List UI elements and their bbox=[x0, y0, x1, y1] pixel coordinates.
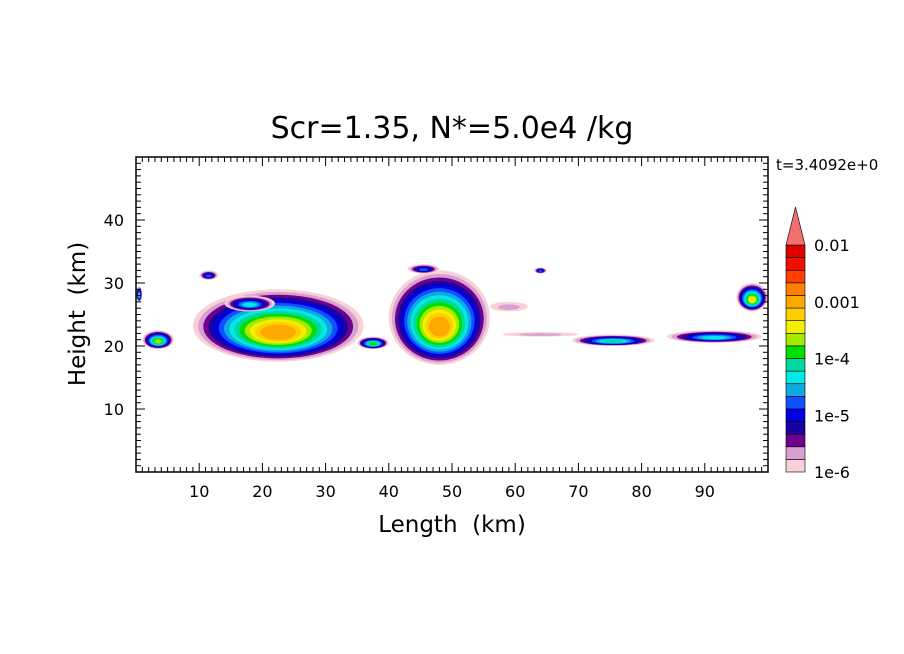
contour-feature bbox=[357, 336, 389, 350]
colorbar-tick-label: 1e-6 bbox=[814, 463, 850, 482]
colorbar-segment bbox=[785, 244, 806, 258]
contour-level bbox=[154, 339, 162, 344]
colorbar-segment bbox=[785, 269, 806, 284]
contour-level bbox=[428, 316, 451, 337]
colorbar-segment bbox=[785, 396, 806, 410]
chart-title: Scr=1.35, N*=5.0e4 /kg bbox=[271, 111, 634, 146]
colorbar-segment bbox=[785, 257, 806, 271]
contour-level bbox=[518, 333, 563, 336]
contour-feature bbox=[199, 270, 219, 280]
colorbar-segment bbox=[785, 295, 806, 309]
colorbar-tick-label: 0.001 bbox=[814, 293, 860, 312]
x-tick-label: 40 bbox=[379, 482, 399, 501]
colorbar-tick-label: 1e-4 bbox=[814, 350, 850, 369]
colorbar-tick-label: 1e-5 bbox=[814, 406, 850, 425]
contour-feature bbox=[192, 289, 364, 362]
contour-feature bbox=[142, 330, 174, 350]
contour-feature bbox=[534, 267, 547, 274]
x-tick-label: 60 bbox=[505, 482, 525, 501]
contour-level bbox=[260, 324, 297, 340]
x-axis-label: Length (km) bbox=[378, 512, 526, 538]
x-tick-label: 10 bbox=[189, 482, 209, 501]
x-tick-label: 30 bbox=[315, 482, 335, 501]
y-tick-label: 40 bbox=[104, 211, 124, 230]
contour-level bbox=[418, 268, 429, 271]
contour-feature bbox=[407, 264, 440, 274]
colorbar-segment bbox=[785, 358, 806, 372]
colorbar-segment bbox=[785, 433, 806, 448]
colorbar-segment bbox=[785, 383, 806, 397]
x-tick-label: 90 bbox=[695, 482, 715, 501]
time-label: t=3.4092e+0 bbox=[776, 156, 878, 174]
contour-level bbox=[702, 336, 727, 340]
colorbar-segment bbox=[785, 332, 806, 347]
contour-feature bbox=[489, 301, 528, 312]
colorbar-segment bbox=[785, 320, 806, 334]
colorbar-segment bbox=[785, 446, 806, 460]
x-tick-label: 20 bbox=[252, 482, 272, 501]
contour-level bbox=[205, 274, 212, 278]
x-tick-label: 50 bbox=[442, 482, 462, 501]
colorbar-extend-triangle bbox=[785, 206, 806, 246]
contour-level bbox=[538, 269, 543, 272]
colorbar-segment bbox=[785, 408, 806, 422]
colorbar-tick-label: 0.01 bbox=[814, 236, 850, 255]
contour-feature bbox=[502, 332, 579, 337]
contour-feature bbox=[666, 330, 762, 343]
y-tick-label: 10 bbox=[104, 400, 124, 419]
contour-feature bbox=[136, 286, 143, 302]
contour-level bbox=[497, 304, 520, 310]
colorbar-segment bbox=[785, 345, 806, 359]
colorbar-segment bbox=[785, 370, 806, 385]
y-tick-label: 20 bbox=[104, 337, 124, 356]
contour-level bbox=[369, 342, 377, 346]
colorbar-segment bbox=[785, 307, 806, 321]
colorbar-segment bbox=[785, 282, 806, 296]
contour-feature bbox=[572, 334, 655, 346]
y-axis-label: Height (km) bbox=[65, 242, 91, 386]
colorbar-segment bbox=[785, 421, 806, 435]
x-tick-label: 80 bbox=[631, 482, 651, 501]
contour-level bbox=[243, 302, 257, 307]
y-tick-label: 30 bbox=[104, 274, 124, 293]
contour-feature bbox=[736, 283, 768, 312]
contour-feature bbox=[388, 270, 490, 365]
colorbar: 1e-6 1e-5 1e-4 0.001 0.01 bbox=[785, 206, 860, 482]
contour-level bbox=[603, 339, 624, 343]
contour-level bbox=[748, 296, 756, 303]
x-tick-label: 70 bbox=[568, 482, 588, 501]
colorbar-segment bbox=[785, 459, 806, 473]
contour-feature bbox=[224, 295, 276, 312]
